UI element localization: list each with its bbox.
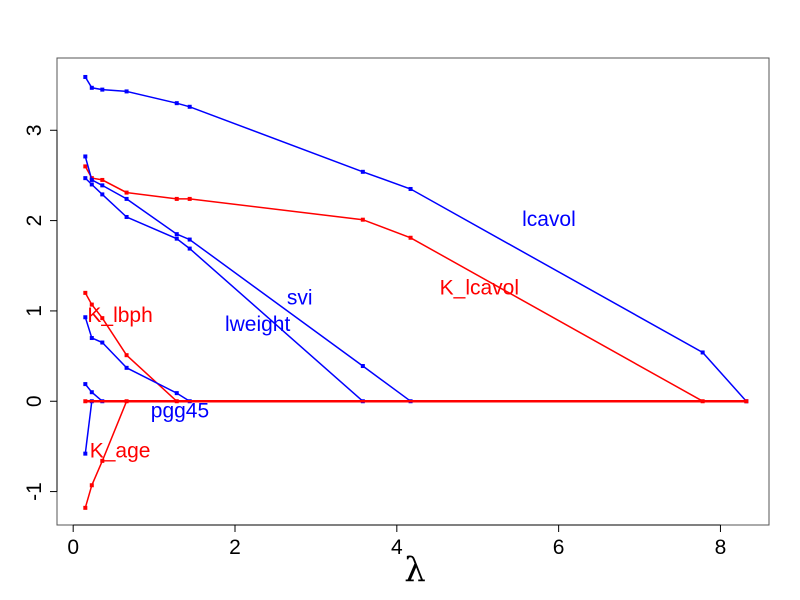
data-point	[360, 169, 365, 174]
data-point	[187, 196, 192, 201]
data-point	[83, 399, 88, 404]
y-tick-label: 0	[23, 395, 46, 407]
series-line	[84, 400, 128, 509]
series-line	[84, 76, 747, 402]
x-tick-label: 6	[553, 536, 565, 559]
data-point	[700, 350, 705, 355]
data-point	[174, 232, 179, 237]
data-point	[360, 364, 365, 369]
x-tick-label: 4	[391, 536, 403, 559]
series-line	[84, 401, 93, 454]
data-point	[83, 505, 88, 510]
series-path-9	[83, 399, 749, 404]
data-point	[187, 237, 192, 242]
data-point	[100, 177, 105, 182]
x-axis-title: λ	[404, 550, 426, 590]
data-point	[100, 316, 105, 321]
series-label: K_age	[90, 439, 151, 462]
data-point	[174, 236, 179, 241]
data-point	[83, 382, 88, 387]
data-point	[83, 451, 88, 456]
data-point	[187, 246, 192, 251]
axis-layer: 0 2 4 6 8 -1 0 1 2 3	[23, 124, 726, 559]
data-point	[89, 390, 94, 395]
data-point	[83, 154, 88, 159]
data-point	[124, 196, 129, 201]
y-tick-label: 2	[23, 215, 46, 227]
series-path-5	[83, 315, 192, 404]
data-point	[174, 101, 179, 106]
data-point	[744, 399, 749, 404]
data-point	[100, 192, 105, 197]
data-point	[89, 483, 94, 488]
series-label: lcavol	[522, 208, 576, 231]
y-tick-label: 1	[23, 305, 46, 317]
data-point	[124, 89, 129, 94]
data-point	[83, 290, 88, 295]
data-point	[83, 315, 88, 320]
data-point	[89, 85, 94, 90]
series-line	[84, 166, 704, 402]
data-point	[408, 186, 413, 191]
data-point	[89, 302, 94, 307]
plot-frame	[56, 57, 770, 526]
data-point	[100, 183, 105, 188]
series-label: pgg45	[151, 400, 209, 423]
series-label: lweight	[225, 313, 291, 336]
y-tick-label: -1	[23, 482, 46, 501]
series-label: K_lbph	[87, 304, 152, 327]
data-point	[100, 458, 105, 463]
data-point	[100, 340, 105, 345]
x-tick-label: 8	[715, 536, 727, 559]
series-svi	[83, 154, 413, 404]
data-point	[83, 164, 88, 169]
x-tick-label: 0	[67, 536, 79, 559]
data-point	[124, 190, 129, 195]
series-label: svi	[287, 287, 313, 310]
series-line	[84, 383, 103, 402]
data-point	[89, 177, 94, 182]
x-tick-label: 2	[229, 536, 241, 559]
data-point	[174, 196, 179, 201]
data-point	[187, 104, 192, 109]
data-point	[83, 176, 88, 181]
data-point	[100, 87, 105, 92]
data-point	[124, 365, 129, 370]
series-label: K_lcavol	[440, 277, 519, 300]
data-point	[89, 182, 94, 187]
data-point	[360, 217, 365, 222]
data-point	[174, 391, 179, 396]
data-point	[89, 336, 94, 341]
data-point	[408, 235, 413, 240]
y-tick-label: 3	[23, 124, 46, 136]
data-point	[83, 74, 88, 79]
data-point	[124, 353, 129, 358]
series-lcavol	[83, 74, 749, 404]
series-K_lcavol	[83, 164, 705, 404]
series-layer	[83, 74, 749, 510]
data-point	[124, 214, 129, 219]
series-line	[84, 316, 191, 402]
